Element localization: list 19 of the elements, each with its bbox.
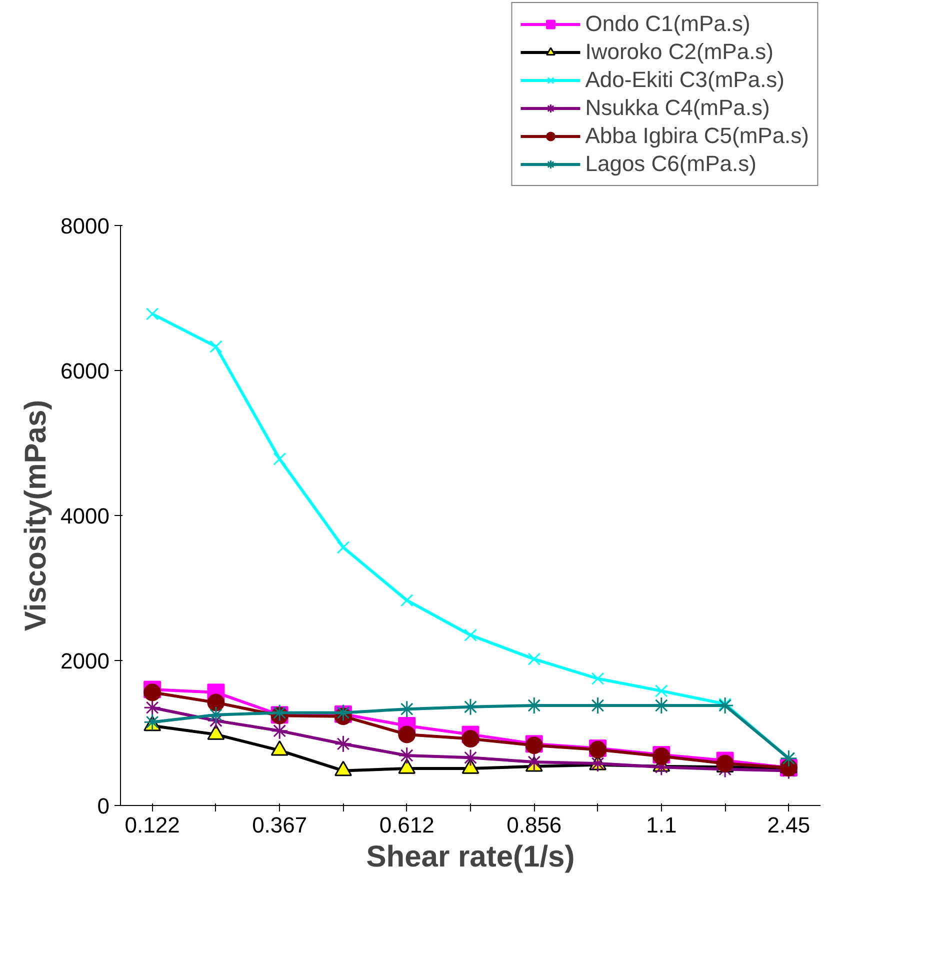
legend-label: Nsukka C4(mPa.s): [585, 95, 770, 121]
y-tick-label: 0: [97, 794, 110, 818]
legend-label: Iworoko C2(mPa.s): [585, 39, 774, 65]
x-tick-label: 2.45: [767, 812, 810, 838]
y-tick-label: 8000: [60, 214, 110, 238]
y-tick-label: 6000: [60, 358, 110, 384]
legend-label: Lagos C6(mPa.s): [585, 151, 756, 177]
legend-label: Ado-Ekiti C3(mPa.s): [585, 67, 785, 93]
y-axis-title: Viscosity(mPas): [20, 400, 53, 632]
y-tick-label: 2000: [60, 648, 110, 674]
x-tick-label: 0.367: [252, 812, 308, 838]
x-axis-title: Shear rate(1/s): [366, 840, 575, 874]
x-tick-label: 0.122: [124, 812, 180, 838]
legend-label: Ondo C1(mPa.s): [585, 11, 750, 37]
x-tick-label: 0.612: [379, 812, 434, 838]
legend-label: Abba Igbira C5(mPa.s): [585, 123, 809, 149]
x-tick-label: 0.856: [506, 812, 562, 838]
y-tick-label: 4000: [60, 504, 110, 528]
x-tick-label: 1.1: [646, 812, 677, 838]
